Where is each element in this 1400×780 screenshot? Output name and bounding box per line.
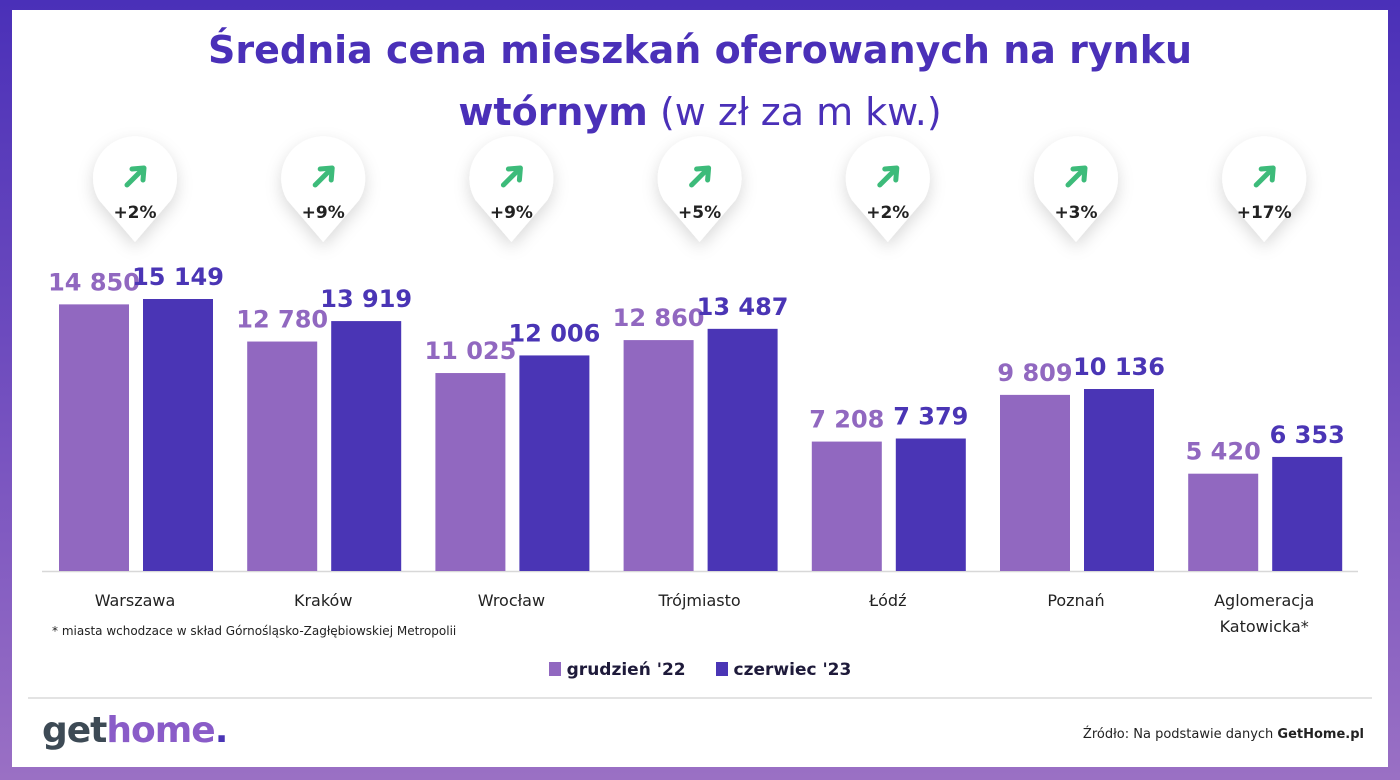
value-label: 13 487 [697, 293, 789, 321]
value-label: 15 149 [132, 263, 224, 291]
value-label: 6 353 [1270, 421, 1345, 449]
logo-home: home [106, 710, 215, 751]
change-badge: +5% [657, 136, 742, 242]
bar-grudzien [811, 441, 882, 571]
category-label: Katowicka* [1220, 617, 1309, 636]
arrow-up-right-icon [312, 165, 335, 188]
chart-title-line1: Średnia cena mieszkań oferowanych na ryn… [207, 28, 1193, 72]
change-label: +5% [678, 203, 721, 223]
legend-item-czerwiec: czerwiec '23 [715, 660, 852, 680]
category-label: Wrocław [478, 591, 545, 610]
change-label: +2% [113, 203, 156, 223]
value-label: 7 379 [893, 403, 968, 431]
change-badge: +17% [1222, 136, 1307, 242]
change-label: +3% [1054, 203, 1097, 223]
change-badge: +2% [845, 136, 930, 242]
badge-shape [657, 136, 742, 242]
bar-grudzien [1188, 473, 1259, 571]
logo-dot: . [214, 710, 229, 751]
chart-title-line2: wtórnym (w zł za m kw.) [0, 82, 1400, 142]
arrow-up-right-icon [1253, 165, 1276, 188]
value-label: 10 136 [1073, 353, 1165, 381]
legend-label: czerwiec '23 [733, 660, 852, 680]
bar-grudzien [59, 304, 129, 571]
value-label: 9 809 [997, 359, 1072, 387]
bar-grudzien [623, 340, 694, 571]
change-badge: +9% [281, 136, 366, 242]
gethome-logo: gethome. [42, 710, 229, 751]
category-label: Łódź [868, 591, 906, 610]
value-label: 12 780 [236, 306, 328, 334]
arrow-up-right-icon [877, 165, 900, 188]
legend-item-grudzien: grudzień '22 [548, 660, 686, 680]
arrow-up-right-icon [124, 165, 147, 188]
bar-czerwiec [1272, 456, 1343, 571]
badge-shape [1222, 136, 1307, 242]
bar-czerwiec [331, 321, 402, 571]
chart-card [12, 10, 1388, 767]
badge-shape [1034, 136, 1118, 242]
footnote: * miasta wchodzace w skład Górnośląsko-Z… [52, 624, 457, 638]
source-prefix: Źródło: Na podstawie danych [1082, 727, 1278, 742]
arrow-up-right-icon [1065, 165, 1088, 188]
bar-czerwiec [143, 299, 213, 571]
value-label: 5 420 [1186, 438, 1261, 466]
value-label: 14 850 [48, 268, 140, 296]
bar-czerwiec [519, 355, 590, 571]
change-label: +17% [1237, 203, 1292, 223]
change-label: +9% [302, 203, 345, 223]
bar-grudzien [247, 341, 318, 571]
legend-label: grudzień '22 [566, 660, 686, 680]
legend-swatch [548, 662, 561, 676]
arrow-up-right-icon [689, 165, 712, 188]
value-label: 13 919 [320, 285, 412, 313]
badge-shape [281, 136, 366, 242]
bar-grudzien [1000, 394, 1070, 571]
category-label: Trójmiasto [658, 591, 741, 610]
arrow-up-right-icon [500, 165, 523, 188]
bar-czerwiec [1084, 389, 1154, 571]
source-note: Źródło: Na podstawie danych GetHome.pl [1083, 727, 1364, 742]
logo-get: get [42, 710, 107, 751]
change-label: +9% [490, 203, 533, 223]
change-badge: +9% [469, 136, 554, 242]
category-label: Poznań [1047, 591, 1104, 610]
change-badge: +2% [93, 136, 178, 242]
category-label: Aglomeracja [1214, 591, 1314, 610]
category-label: Warszawa [95, 591, 176, 610]
bar-czerwiec [707, 328, 778, 571]
badge-shape [845, 136, 930, 242]
value-label: 12 006 [508, 319, 600, 347]
source-brand: GetHome.pl [1277, 727, 1364, 742]
badge-shape [93, 136, 178, 242]
bar-grudzien [435, 373, 506, 571]
change-badge: +3% [1034, 136, 1118, 242]
legend-swatch [715, 662, 728, 676]
change-label: +2% [866, 203, 909, 223]
value-label: 11 025 [424, 337, 516, 365]
bar-czerwiec [895, 438, 966, 571]
legend: grudzień '22 czerwiec '23 [0, 660, 1400, 680]
title-bold: wtórnym [458, 90, 648, 134]
title-unit: (w zł za m kw.) [659, 90, 942, 134]
value-label: 7 208 [809, 406, 884, 434]
badge-shape [469, 136, 554, 242]
category-label: Kraków [294, 591, 352, 610]
value-label: 12 860 [613, 304, 705, 332]
divider [28, 697, 1372, 699]
